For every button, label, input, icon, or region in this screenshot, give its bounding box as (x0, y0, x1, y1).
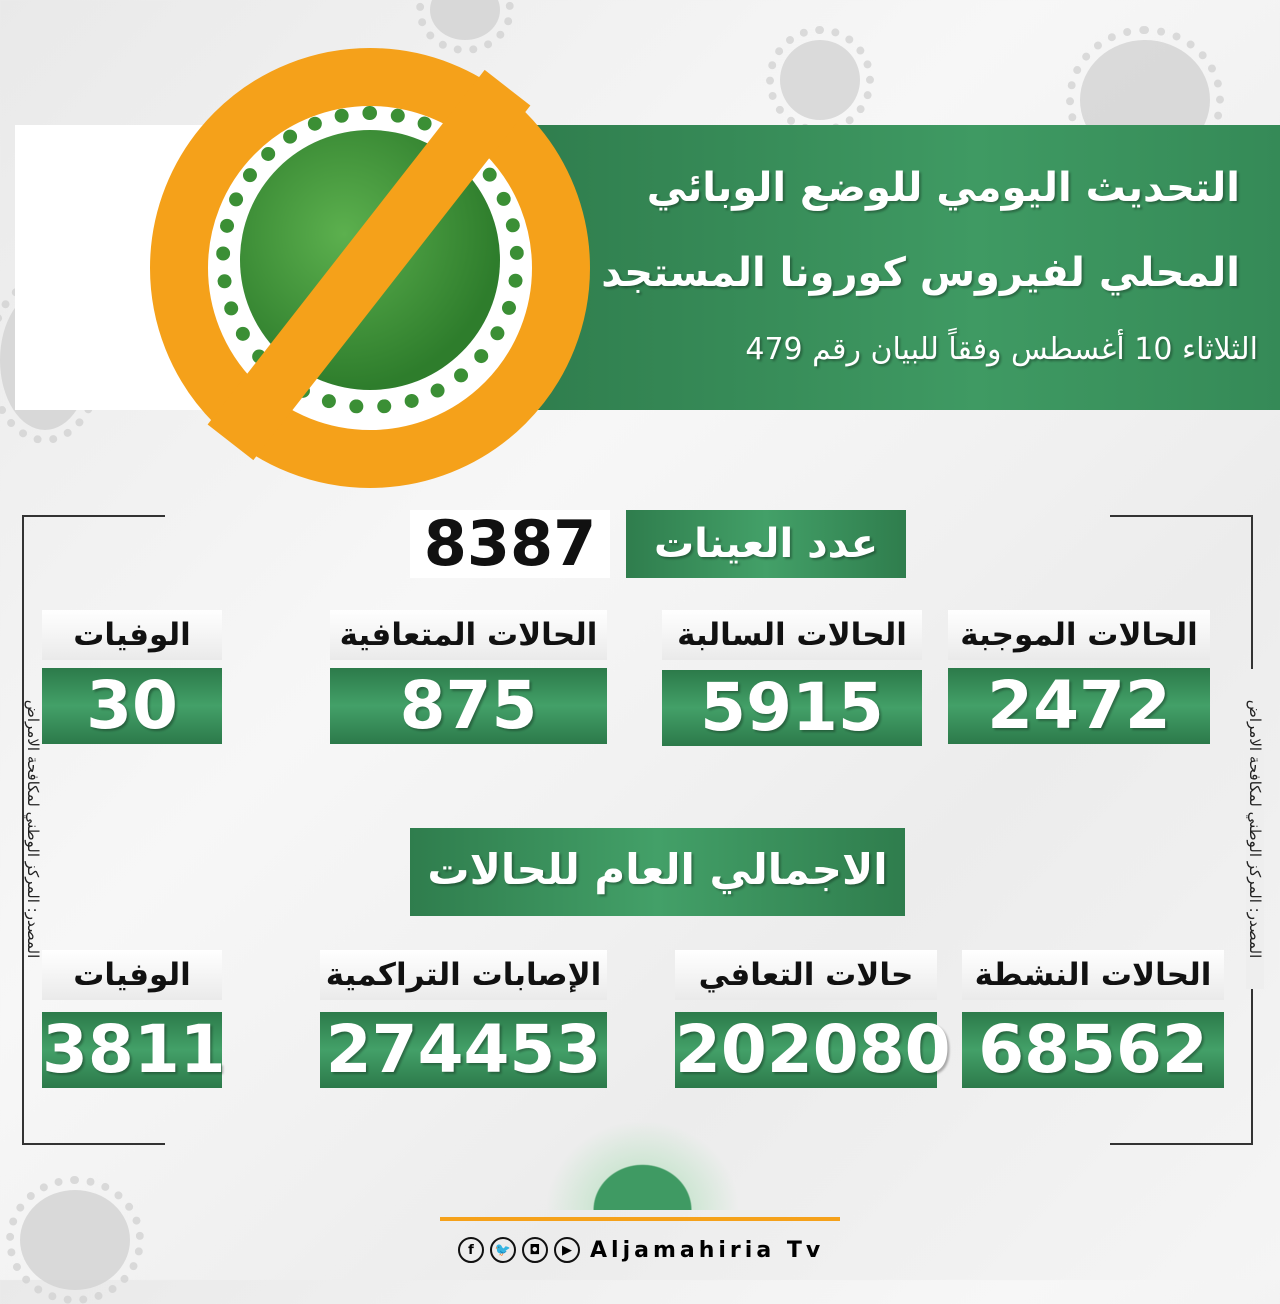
brand-name: Aljamahiria Tv (590, 1237, 825, 1263)
title-line2: المحلي لفيروس كورونا المستجد (601, 250, 1240, 296)
virus-decoration (766, 26, 874, 134)
footer: f 🐦 ◘ ▶ Aljamahiria Tv (458, 1237, 824, 1263)
negative-label: الحالات السالبة (662, 610, 922, 660)
footer-divider (440, 1217, 840, 1221)
positive-label: الحالات الموجبة (948, 610, 1210, 660)
deaths-label: الوفيات (42, 610, 222, 660)
active-value: 68562 (962, 1012, 1224, 1088)
youtube-icon[interactable]: ▶ (554, 1237, 580, 1263)
recovered-label: الحالات المتعافية (330, 610, 607, 660)
bracket-line (1110, 1143, 1253, 1145)
negative-value: 5915 (662, 670, 922, 746)
aljamahiria-logo (545, 1120, 740, 1210)
bracket-line (22, 1143, 165, 1145)
total-deaths-value: 3811 (42, 1011, 226, 1088)
virus-decoration (6, 1176, 144, 1304)
twitter-icon[interactable]: 🐦 (490, 1237, 516, 1263)
title-line1: التحديث اليومي للوضع الوبائي (646, 165, 1240, 211)
totals-title: الاجمالي العام للحالات (410, 828, 905, 916)
positive-value: 2472 (948, 668, 1210, 744)
samples-value: 8387 (410, 510, 610, 578)
active-label: الحالات النشطة (962, 950, 1224, 1000)
source-left: المصدر: المركز الوطني لمكافحة الامراض (24, 699, 42, 959)
bracket-left (22, 515, 24, 1145)
samples-label: عدد العينات (626, 510, 906, 578)
recovered-value: 875 (330, 668, 607, 744)
bracket-line (22, 515, 165, 517)
instagram-icon[interactable]: ◘ (522, 1237, 548, 1263)
total-deaths-label: الوفيات (42, 950, 222, 1000)
subtitle: الثلاثاء 10 أغسطس وفقاً للبيان رقم 479 (745, 332, 1258, 367)
facebook-icon[interactable]: f (458, 1237, 484, 1263)
cumulative-label: الإصابات التراكمية (320, 950, 607, 1000)
bracket-line (1110, 515, 1253, 517)
source-right: المصدر: المركز الوطني لمكافحة الامراض (1246, 669, 1264, 989)
deaths-value: 30 (42, 668, 222, 744)
recoveries-value: 202080 (675, 1011, 951, 1088)
recoveries-label: حالات التعافي (675, 950, 937, 1000)
cumulative-value: 274453 (320, 1012, 607, 1088)
header-banner (520, 125, 1280, 410)
virus-decoration (416, 0, 514, 54)
